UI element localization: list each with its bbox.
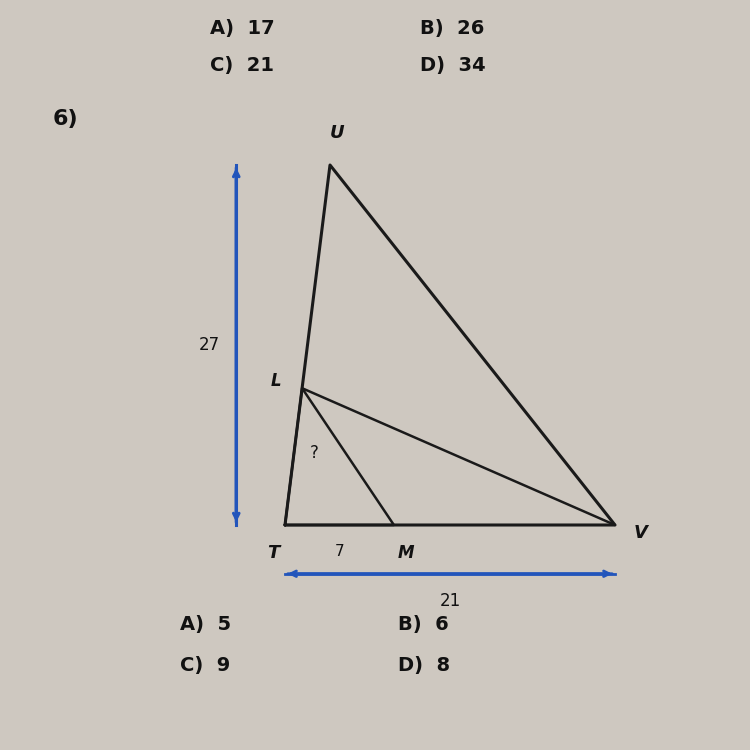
Text: D)  8: D) 8 (398, 656, 450, 675)
Text: B)  26: B) 26 (420, 19, 484, 38)
Text: D)  34: D) 34 (420, 56, 486, 75)
Text: 7: 7 (334, 544, 344, 559)
Text: U: U (330, 124, 345, 142)
Text: T: T (268, 544, 280, 562)
Text: L: L (271, 372, 281, 390)
Text: M: M (398, 544, 414, 562)
Text: A)  5: A) 5 (180, 615, 231, 634)
Text: 21: 21 (440, 592, 460, 610)
Text: C)  21: C) 21 (210, 56, 274, 75)
Text: V: V (634, 524, 647, 542)
Text: A)  17: A) 17 (210, 19, 274, 38)
Text: 6): 6) (53, 109, 78, 129)
Text: B)  6: B) 6 (398, 615, 448, 634)
Text: ?: ? (310, 444, 319, 462)
Text: 27: 27 (199, 336, 220, 354)
Text: C)  9: C) 9 (180, 656, 230, 675)
